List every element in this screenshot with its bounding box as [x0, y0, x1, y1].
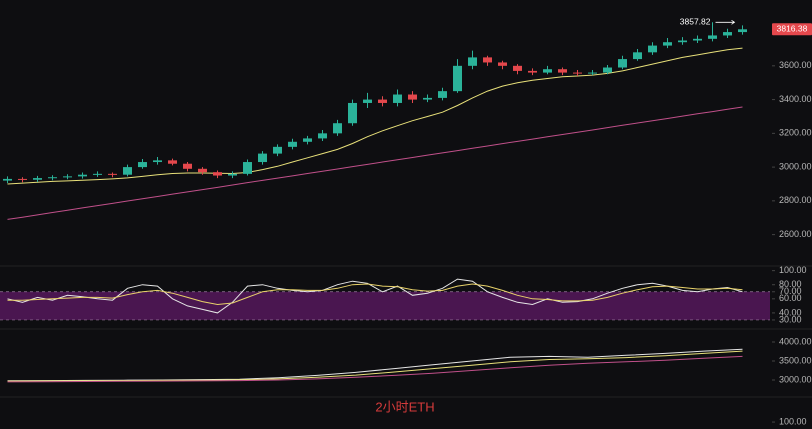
- candle-body: [228, 173, 237, 176]
- candle-body: [333, 123, 342, 134]
- indicator-line: [7, 283, 743, 306]
- candle-body: [33, 178, 42, 180]
- candle-body: [393, 94, 402, 103]
- y-tick-label: 2600.00: [779, 229, 812, 239]
- candle-body: [408, 94, 417, 100]
- chart-title: 2小时ETH: [375, 399, 434, 414]
- candle-body: [438, 91, 447, 98]
- candle-body: [558, 69, 567, 73]
- candle-body: [93, 173, 102, 175]
- candle-body: [363, 99, 372, 103]
- candle-body: [543, 69, 552, 73]
- y-tick-label: 3200.00: [779, 128, 812, 138]
- candle-body: [603, 67, 612, 73]
- candle-body: [573, 72, 582, 74]
- y-tick-label: 3500.00: [779, 355, 812, 365]
- high-price-arrow: [715, 19, 736, 25]
- candle-body: [153, 160, 162, 163]
- candle-body: [483, 57, 492, 63]
- y-tick-label: 70.00: [779, 286, 802, 296]
- candle-body: [618, 59, 627, 68]
- y-tick-label: 80.00: [779, 279, 802, 289]
- candle-body: [708, 35, 717, 39]
- candle-body: [63, 176, 72, 178]
- y-tick-label: 100.00: [779, 265, 807, 275]
- y-tick-label: 40.00: [779, 307, 802, 317]
- candle-body: [498, 62, 507, 66]
- y-tick-label: 3400.00: [779, 94, 812, 104]
- candle-body: [303, 138, 312, 142]
- candle-body: [78, 174, 87, 177]
- moving-average-line: [7, 47, 743, 185]
- candle-body: [48, 177, 57, 179]
- candle-body: [123, 167, 132, 175]
- y-tick-label: 2800.00: [779, 195, 812, 205]
- band-fill: [0, 291, 770, 320]
- candle-body: [183, 163, 192, 169]
- candle-body: [138, 162, 147, 168]
- candle-body: [258, 153, 267, 163]
- last-price-label: 3816.38: [777, 24, 808, 34]
- candle-body: [288, 141, 297, 147]
- candle-body: [588, 72, 597, 74]
- candle-body: [3, 178, 12, 181]
- moving-average-line: [7, 106, 743, 220]
- y-tick-label: 60.00: [779, 293, 802, 303]
- candle-body: [348, 102, 357, 124]
- candle-body: [648, 45, 657, 53]
- candle-body: [633, 52, 642, 60]
- candle-body: [453, 65, 462, 92]
- indicator-line: [7, 350, 743, 382]
- candle-body: [243, 162, 252, 174]
- candle-body: [423, 97, 432, 100]
- candle-body: [213, 172, 222, 176]
- candle-body: [663, 42, 672, 46]
- y-tick-label: 3600.00: [779, 60, 812, 70]
- y-tick-label: 100.00: [779, 416, 807, 426]
- candle-body: [273, 146, 282, 154]
- candle-body: [678, 40, 687, 43]
- candle-body: [198, 168, 207, 173]
- y-tick-label: 3000.00: [779, 161, 812, 171]
- candle-body: [108, 173, 117, 175]
- y-tick-label: 3000.00: [779, 374, 812, 384]
- candle-body: [18, 178, 27, 180]
- last-price-box: [772, 23, 812, 36]
- y-tick-label: 4000.00: [779, 336, 812, 346]
- indicator-line: [7, 278, 743, 314]
- candle-body: [168, 160, 177, 164]
- y-tick-label: 30.00: [779, 314, 802, 324]
- candle-body: [468, 57, 477, 66]
- candle-body: [693, 38, 702, 41]
- candle-body: [528, 70, 537, 73]
- candle-body: [318, 133, 327, 139]
- candle-body: [378, 99, 387, 103]
- candle-body: [513, 65, 522, 71]
- high-price-label: 3857.82: [680, 17, 711, 27]
- candle-body: [738, 29, 747, 33]
- indicator-line: [7, 355, 743, 383]
- candle-body: [723, 32, 732, 36]
